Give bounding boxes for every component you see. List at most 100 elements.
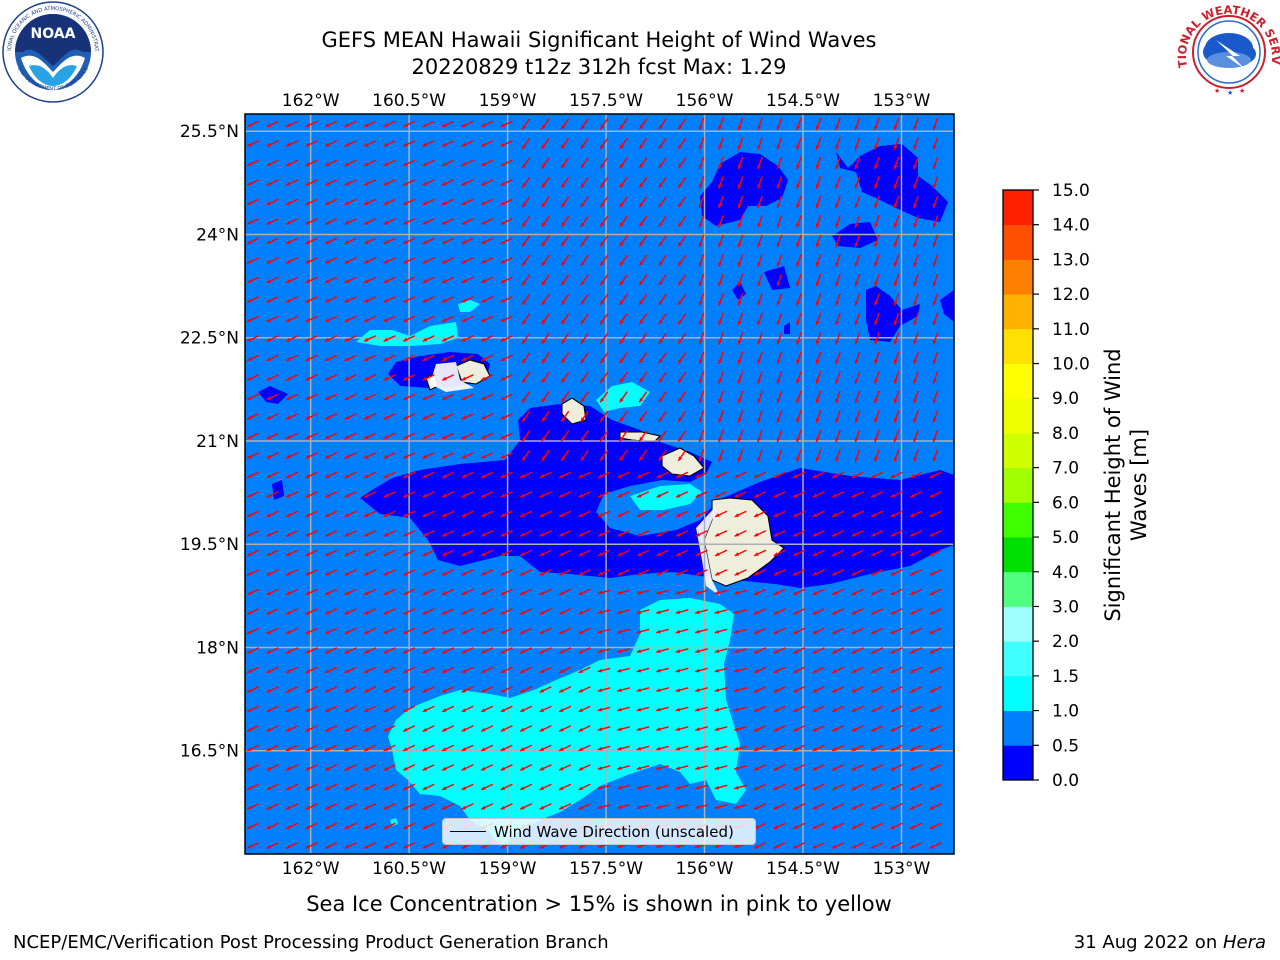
land-mask	[430, 362, 720, 596]
direction-arrow-head	[364, 552, 369, 556]
direction-arrow-head	[442, 727, 447, 732]
direction-arrow-head	[600, 280, 605, 286]
direction-arrow-head	[442, 181, 447, 186]
direction-arrow-head	[247, 727, 252, 732]
direction-arrow-head	[714, 610, 720, 615]
lon-label-bottom: 154.5°W	[766, 859, 840, 879]
direction-arrow-head	[757, 359, 762, 365]
direction-arrow-head	[678, 183, 683, 188]
sea-ice-note: Sea Ice Concentration > 15% is shown in …	[306, 892, 892, 916]
direction-arrow-head	[286, 708, 291, 712]
direction-arrow-head	[619, 378, 624, 383]
direction-arrow-head	[364, 240, 369, 244]
direction-arrow-head	[796, 320, 801, 326]
lat-labels-left: 25.5°N 24°N 22.5°N 21°N 19.5°N 18°N 16.5°N	[180, 122, 239, 762]
direction-arrow-head	[481, 727, 486, 732]
direction-arrow-head	[422, 786, 428, 790]
direction-arrow-head	[461, 298, 467, 303]
direction-arrow-head	[619, 202, 624, 208]
direction-arrow-head	[266, 415, 272, 420]
direction-arrow-head	[364, 630, 369, 634]
direction-arrow-head	[286, 318, 291, 322]
direction-arrow-head	[773, 552, 779, 556]
direction-arrow-head	[910, 708, 915, 712]
direction-arrow-head	[286, 396, 291, 400]
direction-arrow-head	[364, 591, 369, 595]
direction-arrow-head	[757, 301, 762, 306]
direction-arrow-head	[773, 513, 779, 517]
direction-arrow-head	[305, 513, 311, 517]
direction-arrow-head	[481, 279, 486, 283]
direction-arrow-head	[266, 181, 272, 186]
island-maui	[661, 447, 705, 477]
lat-label-left: 18°N	[196, 638, 239, 658]
colorbar-ticks: 0.0 0.5 1.0 1.5 2.0 3.0 4.0 5.0 6.0 7.0 8.0 9.0 10.0…	[1033, 181, 1090, 791]
direction-arrow-head	[815, 203, 820, 209]
lon-labels-bottom: 162°W 160.5°W 159°W 157.5°W 156°W 154.5°W 153°…	[282, 859, 931, 879]
direction-arrow-head	[561, 163, 566, 169]
direction-arrow-head	[559, 727, 564, 732]
direction-arrow-head	[578, 747, 584, 751]
direction-arrow-head	[893, 223, 898, 228]
direction-arrow-head	[325, 532, 330, 537]
direction-arrow-head	[675, 668, 681, 673]
direction-arrow-head	[305, 201, 311, 205]
direction-arrow-head	[422, 357, 428, 361]
direction-arrow-head	[500, 649, 506, 654]
direction-arrow-head	[773, 649, 779, 654]
lon-label-bottom: 159°W	[479, 859, 537, 879]
direction-arrow-head	[325, 474, 330, 478]
direction-arrow-head	[754, 552, 759, 556]
direction-arrow-head	[832, 571, 837, 576]
direction-arrow-head	[266, 454, 272, 459]
direction-arrow-head	[656, 649, 661, 654]
direction-arrow-head	[932, 359, 937, 365]
direction-arrow-head	[658, 378, 663, 383]
direction-arrow-head	[422, 805, 428, 810]
direction-arrow-head	[793, 805, 798, 810]
direction-arrow-head	[383, 513, 389, 517]
direction-arrow-head	[344, 513, 350, 517]
direction-arrow-head	[639, 339, 644, 344]
direction-arrow-head	[796, 125, 801, 131]
direction-arrow-head	[403, 201, 408, 205]
direction-arrow-head	[737, 301, 742, 306]
direction-arrow-head	[500, 591, 506, 595]
direction-arrow-head	[695, 649, 700, 654]
direction-arrow-head	[522, 417, 527, 422]
direction-arrow-head	[851, 591, 857, 595]
direction-arrow-head	[874, 223, 879, 228]
direction-arrow-head	[364, 376, 369, 381]
direction-arrow-head	[658, 339, 663, 344]
direction-arrow-head	[754, 591, 759, 595]
direction-arrow-head	[773, 688, 779, 693]
direction-arrow-head	[929, 825, 935, 829]
direction-arrow-head	[890, 571, 896, 576]
direction-arrow-head	[305, 688, 311, 693]
svg-text:★: ★	[1214, 87, 1220, 95]
direction-arrow-head	[890, 532, 896, 537]
direction-arrow-head	[598, 513, 603, 517]
direction-arrow-head	[247, 435, 252, 439]
direction-arrow-head	[578, 688, 584, 693]
direction-arrow-head	[636, 649, 642, 654]
direction-arrow-head	[522, 358, 527, 364]
direction-arrow-head	[403, 474, 408, 478]
direction-arrow-head	[305, 825, 311, 829]
direction-arrow-head	[871, 669, 876, 673]
direction-arrow-head	[698, 203, 703, 209]
direction-arrow-head	[619, 124, 624, 130]
direction-arrow-head	[639, 280, 644, 286]
direction-arrow-head	[442, 610, 447, 615]
direction-arrow-head	[910, 786, 915, 790]
direction-arrow-head	[422, 240, 428, 244]
direction-arrow-head	[678, 202, 683, 208]
direction-arrow-head	[403, 298, 408, 303]
direction-arrow-head	[539, 630, 545, 634]
direction-arrow-head	[718, 242, 723, 248]
direction-arrow-head	[422, 474, 428, 478]
direction-arrow-head	[364, 259, 369, 264]
direction-arrow-head	[600, 417, 605, 422]
direction-arrow-head	[737, 203, 742, 209]
direction-arrow-head	[698, 379, 703, 384]
